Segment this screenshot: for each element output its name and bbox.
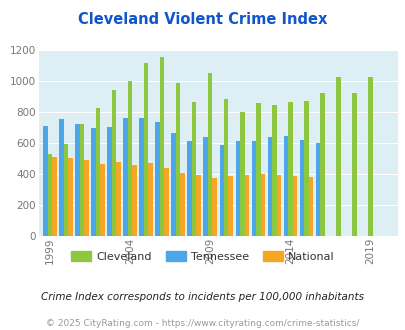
Bar [180,173,184,236]
Bar [244,175,248,236]
Bar [75,124,79,236]
Bar [79,124,84,236]
Bar [64,144,68,236]
Text: © 2025 CityRating.com - https://www.cityrating.com/crime-statistics/: © 2025 CityRating.com - https://www.city… [46,319,359,328]
Bar [267,137,271,236]
Legend: Cleveland, Tennessee, National: Cleveland, Tennessee, National [66,247,339,267]
Bar [175,83,180,236]
Bar [155,122,160,236]
Text: Cleveland Violent Crime Index: Cleveland Violent Crime Index [78,12,327,26]
Bar [111,90,116,236]
Bar [116,162,120,236]
Bar [292,176,296,236]
Bar [352,93,356,236]
Bar [203,137,207,236]
Bar [59,119,64,236]
Bar [212,178,216,236]
Bar [171,133,175,236]
Bar [276,175,280,236]
Bar [207,73,212,236]
Bar [132,165,136,236]
Bar [288,102,292,236]
Bar [235,141,239,236]
Bar [283,136,288,236]
Bar [315,143,320,236]
Bar [143,63,148,236]
Bar [228,176,232,236]
Bar [96,108,100,236]
Bar [251,141,256,236]
Bar [68,158,72,236]
Bar [128,81,132,236]
Bar [335,78,340,236]
Bar [139,118,143,236]
Bar [52,157,56,236]
Bar [148,163,152,236]
Bar [271,106,276,236]
Bar [43,126,47,236]
Bar [84,160,88,236]
Bar [320,93,324,236]
Bar [219,145,224,236]
Text: Crime Index corresponds to incidents per 100,000 inhabitants: Crime Index corresponds to incidents per… [41,292,364,302]
Bar [256,103,260,236]
Bar [260,174,264,236]
Bar [308,177,312,236]
Bar [164,168,168,236]
Bar [107,127,111,236]
Bar [123,118,128,236]
Bar [192,102,196,236]
Bar [196,175,200,236]
Bar [91,128,96,236]
Bar [303,101,308,236]
Bar [224,99,228,236]
Bar [367,78,372,236]
Bar [160,57,164,236]
Bar [299,140,303,236]
Bar [239,112,244,236]
Bar [47,154,52,236]
Bar [100,164,104,236]
Bar [187,141,192,236]
